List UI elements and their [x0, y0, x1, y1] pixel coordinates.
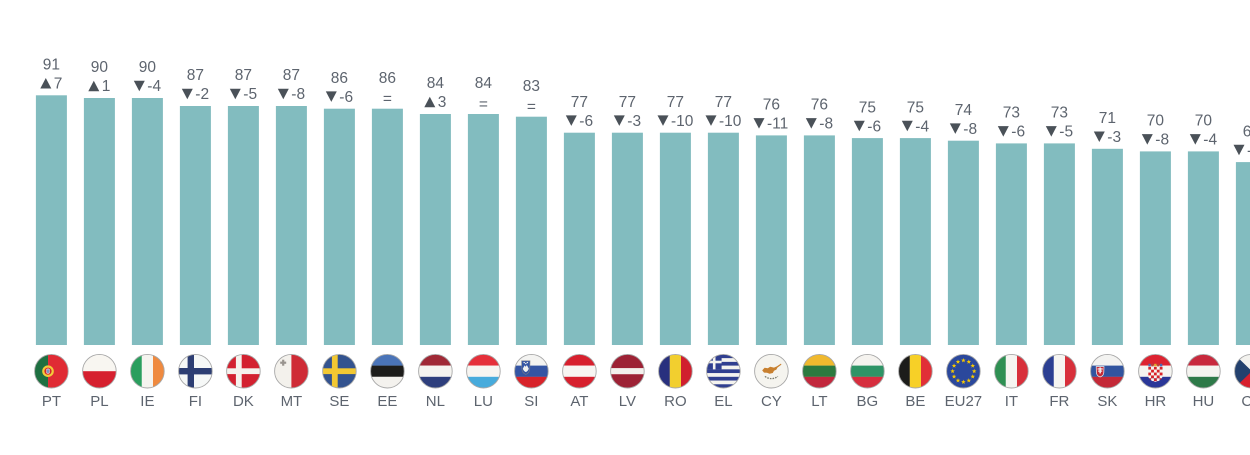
svg-text:EL: EL — [714, 393, 732, 410]
svg-text:SE: SE — [329, 393, 349, 410]
svg-text:HU: HU — [1193, 393, 1215, 410]
svg-text:73: 73 — [1051, 105, 1068, 122]
svg-text:MT: MT — [281, 393, 303, 410]
svg-text:-8: -8 — [291, 86, 305, 103]
svg-text:86: 86 — [379, 70, 396, 87]
svg-text:PT: PT — [42, 393, 61, 410]
svg-text:84: 84 — [475, 75, 493, 92]
svg-text:1: 1 — [102, 78, 111, 95]
svg-text:-6: -6 — [339, 89, 353, 106]
svg-text:-4: -4 — [147, 78, 161, 95]
svg-text:BG: BG — [857, 393, 879, 410]
svg-text:-3: -3 — [1107, 129, 1121, 146]
svg-text:-4: -4 — [915, 118, 929, 135]
svg-text:-5: -5 — [1059, 124, 1073, 141]
svg-text:EE: EE — [377, 393, 397, 410]
svg-text:7: 7 — [54, 76, 63, 93]
svg-text:76: 76 — [811, 97, 828, 114]
svg-text:LU: LU — [474, 393, 493, 410]
svg-text:-5: -5 — [243, 86, 257, 103]
svg-text:66: 66 — [1243, 123, 1250, 140]
svg-text:71: 71 — [1099, 110, 1116, 127]
svg-text:77: 77 — [571, 94, 588, 111]
svg-text:83: 83 — [523, 78, 540, 95]
svg-text:75: 75 — [907, 99, 924, 116]
svg-text:-8: -8 — [963, 121, 977, 138]
svg-text:-6: -6 — [579, 113, 593, 130]
svg-text:-10: -10 — [1247, 142, 1250, 159]
svg-text:74: 74 — [955, 102, 973, 119]
svg-text:75: 75 — [859, 99, 876, 116]
svg-text:77: 77 — [619, 94, 636, 111]
svg-text:CY: CY — [761, 393, 782, 410]
svg-text:-6: -6 — [867, 118, 881, 135]
svg-text:84: 84 — [427, 75, 445, 92]
svg-text:87: 87 — [283, 67, 300, 84]
svg-text:=: = — [383, 91, 392, 108]
svg-text:-3: -3 — [627, 113, 641, 130]
svg-text:=: = — [479, 96, 488, 113]
svg-text:FR: FR — [1049, 393, 1069, 410]
svg-text:77: 77 — [667, 94, 684, 111]
svg-text:-2: -2 — [195, 86, 209, 103]
svg-text:-6: -6 — [1011, 124, 1025, 141]
svg-text:-10: -10 — [671, 113, 694, 130]
svg-text:FI: FI — [189, 393, 202, 410]
svg-text:DK: DK — [233, 393, 254, 410]
svg-text:PL: PL — [90, 393, 108, 410]
svg-text:-8: -8 — [1155, 132, 1169, 149]
svg-text:BE: BE — [905, 393, 925, 410]
svg-text:LT: LT — [811, 393, 827, 410]
svg-text:87: 87 — [235, 67, 252, 84]
svg-text:EU27: EU27 — [945, 393, 983, 410]
svg-text:RO: RO — [664, 393, 687, 410]
svg-text:IT: IT — [1005, 393, 1018, 410]
svg-text:-4: -4 — [1203, 132, 1217, 149]
svg-text:90: 90 — [139, 59, 157, 76]
svg-text:-11: -11 — [767, 116, 788, 133]
svg-text:90: 90 — [91, 59, 109, 76]
svg-text:77: 77 — [715, 94, 732, 111]
svg-text:91: 91 — [43, 57, 60, 74]
svg-text:70: 70 — [1195, 113, 1213, 130]
svg-text:AT: AT — [570, 393, 588, 410]
svg-text:=: = — [527, 99, 536, 116]
svg-text:IE: IE — [140, 393, 154, 410]
svg-text:-10: -10 — [719, 113, 742, 130]
svg-text:70: 70 — [1147, 113, 1165, 130]
svg-text:LV: LV — [619, 393, 636, 410]
svg-text:SK: SK — [1097, 393, 1117, 410]
svg-text:NL: NL — [426, 393, 445, 410]
svg-text:CZ: CZ — [1241, 393, 1250, 410]
svg-text:86: 86 — [331, 70, 348, 87]
svg-text:73: 73 — [1003, 105, 1020, 122]
svg-text:-8: -8 — [819, 116, 833, 133]
svg-text:76: 76 — [763, 97, 780, 114]
svg-text:87: 87 — [187, 67, 204, 84]
svg-text:3: 3 — [438, 94, 447, 111]
svg-text:SI: SI — [524, 393, 538, 410]
svg-text:HR: HR — [1145, 393, 1167, 410]
